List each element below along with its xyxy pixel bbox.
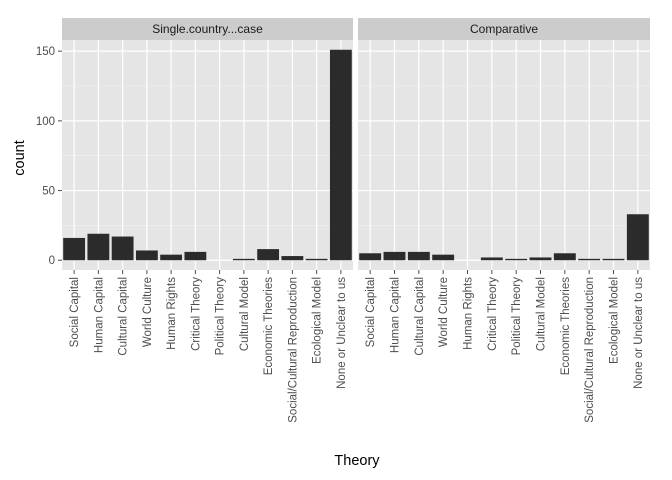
panel-background bbox=[358, 40, 650, 270]
bar bbox=[529, 257, 552, 261]
bar bbox=[305, 258, 328, 261]
x-tick-label: Critical Theory bbox=[190, 277, 202, 351]
bar bbox=[281, 256, 304, 261]
x-tick-label: Critical Theory bbox=[487, 277, 499, 351]
x-tick-label: Human Rights bbox=[463, 277, 475, 350]
bar bbox=[480, 257, 503, 261]
bar bbox=[111, 236, 134, 261]
x-tick-label: Social/Cultural Reproduction bbox=[287, 277, 299, 423]
bar bbox=[184, 251, 207, 261]
facet-panel-2: Comparative Social Capital Human Capital Cu… bbox=[358, 18, 650, 423]
x-tick-label: Economic Theories bbox=[560, 277, 572, 375]
x-tick-label: Political Theory bbox=[215, 277, 227, 356]
bar bbox=[63, 237, 86, 261]
bar bbox=[505, 258, 528, 261]
x-tick-label: Ecological Model bbox=[609, 277, 621, 364]
x-tick-label: Ecological Model bbox=[312, 277, 324, 364]
y-tick-label: 150 bbox=[36, 46, 55, 58]
bar bbox=[602, 258, 625, 261]
bar bbox=[329, 49, 352, 261]
y-tick-label: 100 bbox=[36, 116, 55, 128]
facet-strip-label: Single.country...case bbox=[152, 22, 263, 36]
x-tick-label: World Culture bbox=[438, 277, 450, 347]
y-tick-label: 0 bbox=[49, 255, 55, 267]
x-tick-label: Economic Theories bbox=[263, 277, 275, 375]
bar bbox=[626, 214, 649, 261]
x-tick-label: Human Rights bbox=[166, 277, 178, 350]
bar bbox=[257, 249, 280, 261]
x-tick-label: Social Capital bbox=[69, 277, 81, 347]
bar bbox=[432, 254, 455, 261]
x-tick-label: Social Capital bbox=[365, 277, 377, 347]
bar bbox=[578, 258, 601, 261]
x-tick-label: Political Theory bbox=[511, 277, 523, 356]
bar bbox=[232, 258, 255, 261]
x-tick-label: Human Capital bbox=[93, 277, 105, 353]
y-axis-title: count bbox=[12, 140, 28, 175]
bar bbox=[407, 251, 430, 261]
x-tick-label: Social/Cultural Reproduction bbox=[584, 277, 596, 423]
x-tick-label: Human Capital bbox=[390, 277, 402, 353]
bar bbox=[135, 250, 158, 261]
x-tick-label: Cultural Model bbox=[536, 277, 548, 351]
bar bbox=[383, 251, 406, 261]
facet-strip bbox=[62, 18, 353, 40]
x-tick-label: Cultural Model bbox=[239, 277, 251, 351]
bar bbox=[553, 253, 576, 261]
x-tick-label: None or Unclear to us bbox=[336, 277, 348, 389]
bar bbox=[87, 233, 110, 261]
y-tick-label: 50 bbox=[42, 186, 55, 198]
x-tick-label: None or Unclear to us bbox=[633, 277, 645, 389]
facet-strip-label: Comparative bbox=[470, 22, 538, 36]
x-tick-label: Cultural Capital bbox=[414, 277, 426, 356]
bar bbox=[359, 253, 382, 261]
facet-strip bbox=[358, 18, 650, 40]
panel-background bbox=[62, 40, 353, 270]
x-tick-label: World Culture bbox=[142, 277, 154, 347]
x-tick-label: Cultural Capital bbox=[118, 277, 130, 356]
bar bbox=[160, 254, 183, 261]
x-axis-title: Theory bbox=[334, 453, 380, 469]
facet-panel-1: Single.country...case Social Capital Human… bbox=[62, 18, 353, 423]
